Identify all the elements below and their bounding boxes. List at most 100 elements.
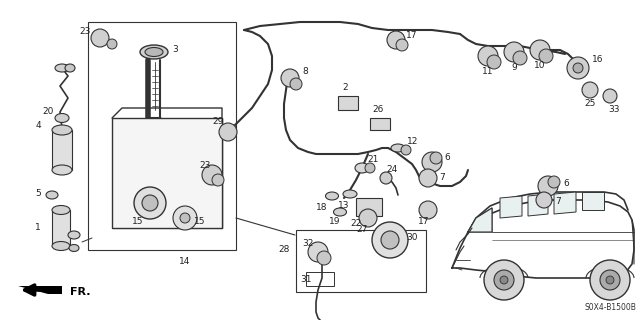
Text: 9: 9: [511, 63, 517, 73]
Ellipse shape: [69, 244, 79, 252]
Text: 27: 27: [356, 226, 368, 235]
Circle shape: [536, 192, 552, 208]
Ellipse shape: [52, 242, 70, 251]
Circle shape: [484, 260, 524, 300]
Circle shape: [567, 57, 589, 79]
Circle shape: [401, 145, 411, 155]
Text: 16: 16: [592, 55, 604, 65]
Text: 23: 23: [79, 28, 91, 36]
Polygon shape: [500, 196, 522, 218]
Circle shape: [582, 82, 598, 98]
Circle shape: [91, 29, 109, 47]
Ellipse shape: [46, 191, 58, 199]
Bar: [52, 210, 70, 246]
Text: 12: 12: [407, 138, 419, 147]
Polygon shape: [468, 208, 492, 232]
Text: 24: 24: [387, 165, 397, 174]
Text: 31: 31: [300, 276, 312, 284]
Text: 1: 1: [35, 223, 41, 233]
Bar: [306, 272, 334, 286]
Circle shape: [603, 89, 617, 103]
Ellipse shape: [52, 205, 70, 214]
Text: 11: 11: [483, 68, 493, 76]
Circle shape: [317, 251, 331, 265]
Circle shape: [494, 270, 514, 290]
Text: 19: 19: [329, 218, 340, 227]
Text: 13: 13: [339, 201, 349, 210]
Circle shape: [372, 222, 408, 258]
Text: 17: 17: [406, 31, 418, 41]
Polygon shape: [528, 194, 548, 216]
Ellipse shape: [145, 47, 163, 57]
Circle shape: [308, 242, 328, 262]
Text: 17: 17: [419, 218, 429, 227]
Ellipse shape: [68, 231, 80, 239]
Circle shape: [419, 201, 437, 219]
Circle shape: [530, 40, 550, 60]
Bar: [52, 130, 72, 170]
Text: 2: 2: [342, 84, 348, 92]
Circle shape: [387, 31, 405, 49]
Text: FR.: FR.: [70, 287, 90, 297]
Text: 21: 21: [367, 156, 379, 164]
Text: 15: 15: [195, 218, 205, 227]
Circle shape: [504, 42, 524, 62]
Ellipse shape: [343, 190, 357, 198]
Ellipse shape: [355, 163, 369, 173]
Text: 26: 26: [372, 106, 384, 115]
Circle shape: [202, 165, 222, 185]
Circle shape: [538, 176, 558, 196]
Circle shape: [219, 123, 237, 141]
Circle shape: [539, 49, 553, 63]
Text: 22: 22: [350, 220, 362, 228]
Ellipse shape: [391, 144, 405, 152]
Text: 4: 4: [35, 121, 41, 130]
Bar: [88, 22, 236, 250]
Circle shape: [365, 163, 375, 173]
Text: 8: 8: [302, 68, 308, 76]
Text: 29: 29: [212, 117, 224, 126]
Bar: [370, 118, 390, 130]
Polygon shape: [18, 286, 62, 294]
Circle shape: [134, 187, 166, 219]
Text: 14: 14: [179, 257, 191, 266]
Circle shape: [513, 51, 527, 65]
Circle shape: [606, 276, 614, 284]
Text: S0X4-B1500B: S0X4-B1500B: [584, 303, 636, 313]
Circle shape: [173, 206, 197, 230]
Circle shape: [487, 55, 501, 69]
Ellipse shape: [52, 125, 72, 135]
Text: 10: 10: [534, 61, 546, 70]
Bar: [112, 118, 222, 228]
Text: 23: 23: [199, 161, 211, 170]
Circle shape: [500, 276, 508, 284]
Polygon shape: [582, 192, 604, 210]
Circle shape: [107, 39, 117, 49]
Text: 33: 33: [608, 106, 620, 115]
Text: 32: 32: [302, 239, 314, 249]
Text: 15: 15: [132, 218, 144, 227]
Ellipse shape: [333, 208, 346, 216]
Text: 25: 25: [584, 100, 596, 108]
Circle shape: [548, 176, 560, 188]
Text: 20: 20: [42, 108, 54, 116]
Circle shape: [422, 152, 442, 172]
Bar: [356, 198, 382, 216]
Circle shape: [396, 39, 408, 51]
Circle shape: [281, 69, 299, 87]
Bar: [296, 230, 426, 292]
Text: 7: 7: [439, 173, 445, 182]
Ellipse shape: [55, 64, 69, 72]
Text: 18: 18: [316, 203, 328, 212]
Circle shape: [212, 174, 224, 186]
Circle shape: [590, 260, 630, 300]
Circle shape: [573, 63, 583, 73]
Circle shape: [430, 152, 442, 164]
Polygon shape: [554, 192, 576, 214]
Circle shape: [359, 209, 377, 227]
Text: 5: 5: [35, 188, 41, 197]
Circle shape: [180, 213, 190, 223]
Text: 6: 6: [444, 154, 450, 163]
Circle shape: [290, 78, 302, 90]
Text: 30: 30: [406, 234, 418, 243]
